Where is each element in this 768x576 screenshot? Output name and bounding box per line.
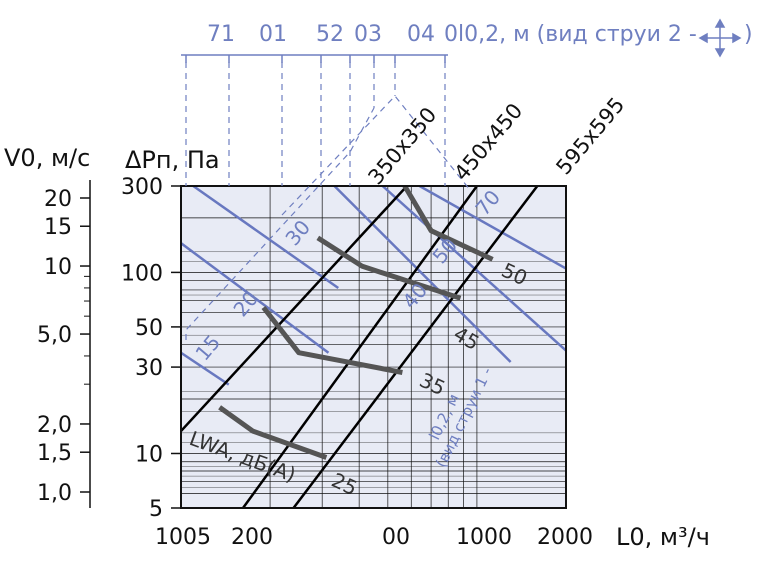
x-tick-label: 1000 xyxy=(456,525,512,550)
velocity-tick-label: 2,0 xyxy=(37,413,72,438)
size-lines xyxy=(181,186,539,508)
top-axis-tick-label: 0 xyxy=(444,22,458,47)
top-axis-tick-label: 52 xyxy=(316,22,344,47)
velocity-tick-label: 10 xyxy=(44,255,72,280)
jet-lines xyxy=(181,186,566,386)
top-axis: 71 01 52 03 04 0 xyxy=(181,22,458,63)
velocity-tick-label: 15 xyxy=(44,215,72,240)
velocity-axis-title: V0, м/с xyxy=(4,144,90,172)
noise-curve-25 xyxy=(218,405,328,460)
velocity-axis: 1,0 1,5 2,0 5,0 10 15 20 xyxy=(37,180,91,508)
top-axis-tick-label: 01 xyxy=(259,22,287,47)
arrows-four-way-icon xyxy=(698,18,742,58)
velocity-tick-label: 20 xyxy=(44,187,72,212)
jet-leader-line xyxy=(281,95,471,216)
top-axis-tick-label: 03 xyxy=(354,22,382,47)
size-line-450x450 xyxy=(241,186,478,508)
grid xyxy=(181,186,566,508)
y-tick-label: 100 xyxy=(121,261,163,286)
size-line-label: 450x450 xyxy=(449,99,527,185)
x-tick-label: 00 xyxy=(382,525,410,550)
x-axis: 1005 200 00 1000 2000 xyxy=(155,525,593,550)
velocity-tick-label: 1,5 xyxy=(37,441,72,466)
jet-line-30 xyxy=(192,186,339,290)
size-line-350x350 xyxy=(181,186,408,432)
velocity-tick-label: 5,0 xyxy=(37,323,72,348)
y-tick-label: 30 xyxy=(135,356,163,381)
y-tick-label: 10 xyxy=(135,442,163,467)
y-axis-title: ΔPп, Па xyxy=(125,146,220,174)
y-tick-label: 300 xyxy=(121,175,163,200)
x-axis-title: L0, м³/ч xyxy=(616,523,710,551)
jet-line-20 xyxy=(181,242,330,354)
top-axis-title: l0,2, м (вид струи 2 - xyxy=(458,22,697,47)
jet-line-15 xyxy=(181,351,230,386)
top-axis-close-paren: ) xyxy=(744,22,753,47)
noise-curves xyxy=(218,186,494,460)
noise-curve-35 xyxy=(261,305,403,375)
size-line-595x595 xyxy=(292,186,539,508)
top-axis-tick-label: 71 xyxy=(207,22,235,47)
x-tick-label: 2000 xyxy=(537,525,593,550)
plot-area xyxy=(181,186,566,508)
y-tick-label: 5 xyxy=(149,497,163,522)
jet-line-70 xyxy=(418,186,566,270)
noise-curve-50 xyxy=(402,186,494,262)
jet-leader-line xyxy=(185,107,375,340)
size-line-label: 350x350 xyxy=(363,103,441,189)
jet-line-40 xyxy=(333,186,512,363)
x-tick-label: 200 xyxy=(231,525,273,550)
size-line-label: 595x595 xyxy=(551,93,629,179)
jet-dashed-leaders xyxy=(185,62,471,340)
y-tick-label: 50 xyxy=(135,316,163,341)
velocity-tick-label: 1,0 xyxy=(37,481,72,506)
top-axis-tick-label: 04 xyxy=(407,22,435,47)
noise-curve-45 xyxy=(316,235,462,301)
x-tick-label: 1005 xyxy=(155,525,211,550)
plot-frame xyxy=(180,185,567,509)
y-axis: 5 10 30 50 100 300 xyxy=(121,175,181,522)
